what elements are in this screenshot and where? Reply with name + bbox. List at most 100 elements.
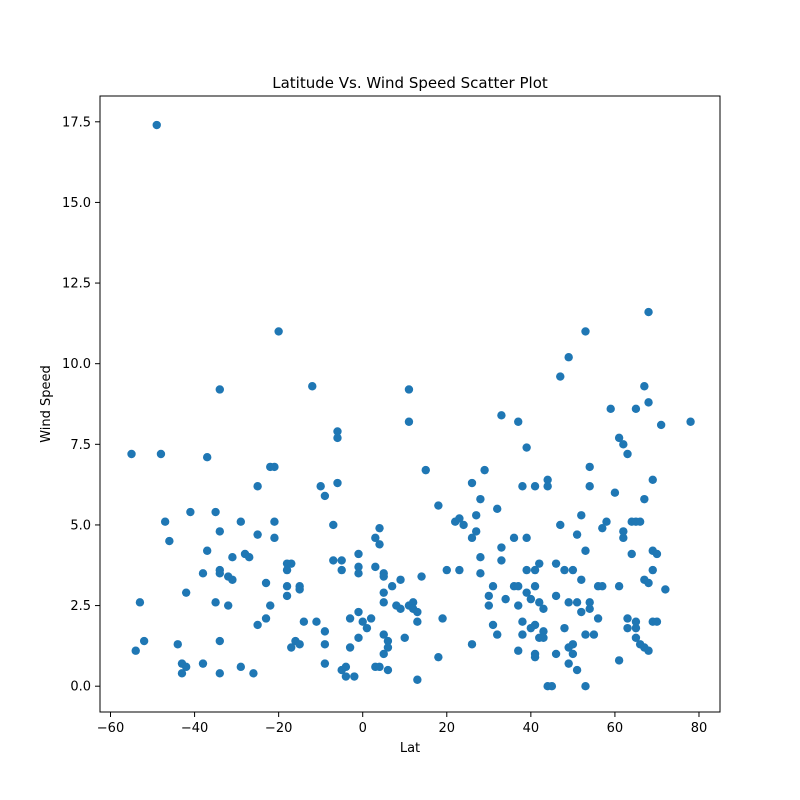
y-tick-label: 15.0	[62, 196, 91, 211]
data-point	[568, 649, 578, 659]
data-point	[371, 562, 380, 572]
y-tick-label: 0.0	[70, 680, 91, 695]
data-point	[413, 617, 422, 626]
data-point	[282, 565, 292, 575]
data-point	[581, 630, 590, 639]
data-point	[354, 607, 363, 617]
y-tick-label: 12.5	[62, 277, 91, 292]
data-point	[585, 598, 594, 607]
data-point	[127, 449, 136, 459]
data-point	[585, 482, 594, 491]
data-point	[270, 462, 279, 472]
x-tick-label: −60	[97, 721, 124, 736]
data-point	[568, 565, 578, 575]
data-point	[472, 511, 481, 520]
data-point	[522, 443, 531, 452]
data-point	[522, 588, 531, 597]
data-point	[585, 604, 594, 613]
data-point	[396, 604, 405, 613]
data-point	[488, 620, 498, 630]
y-axis: 0.0 2.5 5.0 7.5 10.0 12.5 15.0 17.5	[62, 115, 100, 695]
data-point	[366, 614, 376, 623]
data-point	[253, 620, 262, 630]
data-point	[585, 462, 594, 472]
data-point	[619, 527, 628, 536]
data-point	[543, 482, 552, 491]
data-point	[177, 669, 187, 678]
data-point	[619, 440, 628, 449]
data-point	[497, 411, 506, 420]
data-point	[337, 565, 346, 575]
data-point	[442, 565, 451, 575]
data-point	[652, 549, 662, 559]
data-point	[387, 582, 397, 591]
data-point	[614, 433, 624, 443]
data-point	[413, 607, 422, 617]
data-point	[139, 636, 149, 646]
data-point	[526, 594, 536, 604]
plot-frame	[99, 95, 721, 713]
data-point	[253, 530, 262, 539]
data-point	[530, 482, 540, 491]
data-point	[535, 598, 544, 607]
data-point	[501, 594, 510, 604]
data-point	[656, 420, 666, 430]
x-tick-label: 60	[607, 721, 624, 736]
data-point	[514, 582, 523, 591]
data-point	[539, 633, 548, 643]
data-point	[211, 507, 220, 517]
data-point	[535, 559, 544, 568]
data-point	[354, 549, 363, 559]
x-tick-label: 0	[359, 721, 367, 736]
data-point	[518, 617, 527, 626]
data-point	[623, 449, 632, 459]
data-point	[551, 591, 561, 601]
data-point	[337, 556, 346, 565]
data-point	[455, 565, 464, 575]
data-point	[152, 120, 161, 130]
data-point	[522, 533, 531, 543]
data-point	[543, 475, 552, 484]
data-point	[135, 598, 145, 607]
data-point	[530, 565, 540, 575]
data-point	[341, 662, 351, 672]
data-point	[598, 582, 607, 591]
data-point	[379, 598, 388, 607]
data-point	[160, 517, 170, 526]
data-point	[375, 523, 384, 533]
data-point	[522, 565, 531, 575]
data-point	[581, 681, 590, 691]
data-point	[186, 507, 195, 517]
data-point	[467, 533, 477, 543]
data-point	[245, 552, 254, 562]
y-axis-label: Wind Speed	[39, 365, 54, 443]
data-point	[215, 669, 224, 678]
data-point	[438, 614, 447, 623]
data-point	[606, 404, 615, 414]
data-point	[270, 533, 279, 543]
data-point	[308, 382, 317, 391]
y-tick-label: 2.5	[70, 599, 91, 614]
data-point	[518, 482, 527, 491]
data-point	[648, 475, 657, 484]
data-point	[631, 617, 641, 626]
data-point	[476, 552, 485, 562]
data-point	[198, 569, 208, 578]
data-point	[644, 307, 653, 317]
chart-title: Latitude Vs. Wind Speed Scatter Plot	[272, 74, 548, 92]
data-point	[236, 517, 246, 526]
data-point	[383, 636, 393, 646]
data-point	[598, 523, 607, 533]
data-point	[282, 582, 292, 591]
data-point	[345, 643, 355, 652]
data-point	[181, 588, 191, 597]
data-point	[459, 520, 468, 530]
y-tick-label: 7.5	[70, 438, 91, 453]
data-point	[619, 533, 628, 543]
data-point	[631, 623, 641, 633]
data-point	[215, 636, 224, 646]
x-tick-label: 20	[439, 721, 456, 736]
data-point	[551, 649, 561, 659]
data-point	[434, 501, 443, 510]
